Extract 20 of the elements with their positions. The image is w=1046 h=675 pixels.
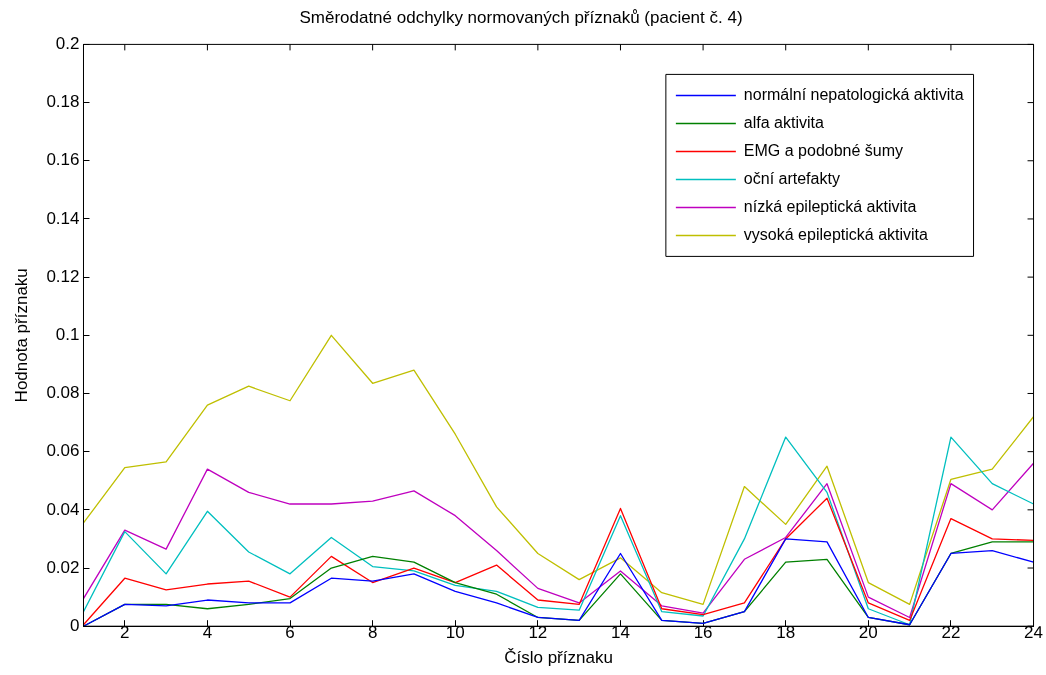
y-axis-title: Hodnota příznaku bbox=[11, 268, 31, 403]
y-tick-label: 0.04 bbox=[46, 499, 80, 519]
legend-label: EMG a podobné šumy bbox=[743, 141, 904, 159]
legend-label: nízká epileptická aktivita bbox=[743, 197, 917, 215]
y-tick-label: 0.02 bbox=[46, 557, 80, 577]
y-tick-label: 0.14 bbox=[46, 208, 80, 228]
legend-label: alfa aktivita bbox=[743, 113, 825, 131]
y-tick-label: 0.08 bbox=[46, 383, 80, 403]
y-tick-label: 0 bbox=[70, 615, 80, 635]
y-tick-label: 0.16 bbox=[46, 150, 80, 170]
x-axis-title: Číslo příznaku bbox=[504, 648, 613, 668]
legend-label: vysoká epileptická aktivita bbox=[743, 225, 929, 243]
y-tick-label: 0.12 bbox=[46, 266, 80, 286]
y-tick-label: 0.1 bbox=[55, 324, 80, 344]
y-tick-label: 0.18 bbox=[46, 92, 80, 112]
legend-label: oční artefakty bbox=[743, 169, 840, 187]
y-tick-label: 0.2 bbox=[55, 34, 80, 54]
chart-title: Směrodatné odchylky normovaných příznaků (pacient č. 4) bbox=[299, 7, 743, 27]
legend-label: normální nepatologická aktivita bbox=[743, 85, 964, 103]
y-tick-label: 0.06 bbox=[46, 441, 80, 461]
